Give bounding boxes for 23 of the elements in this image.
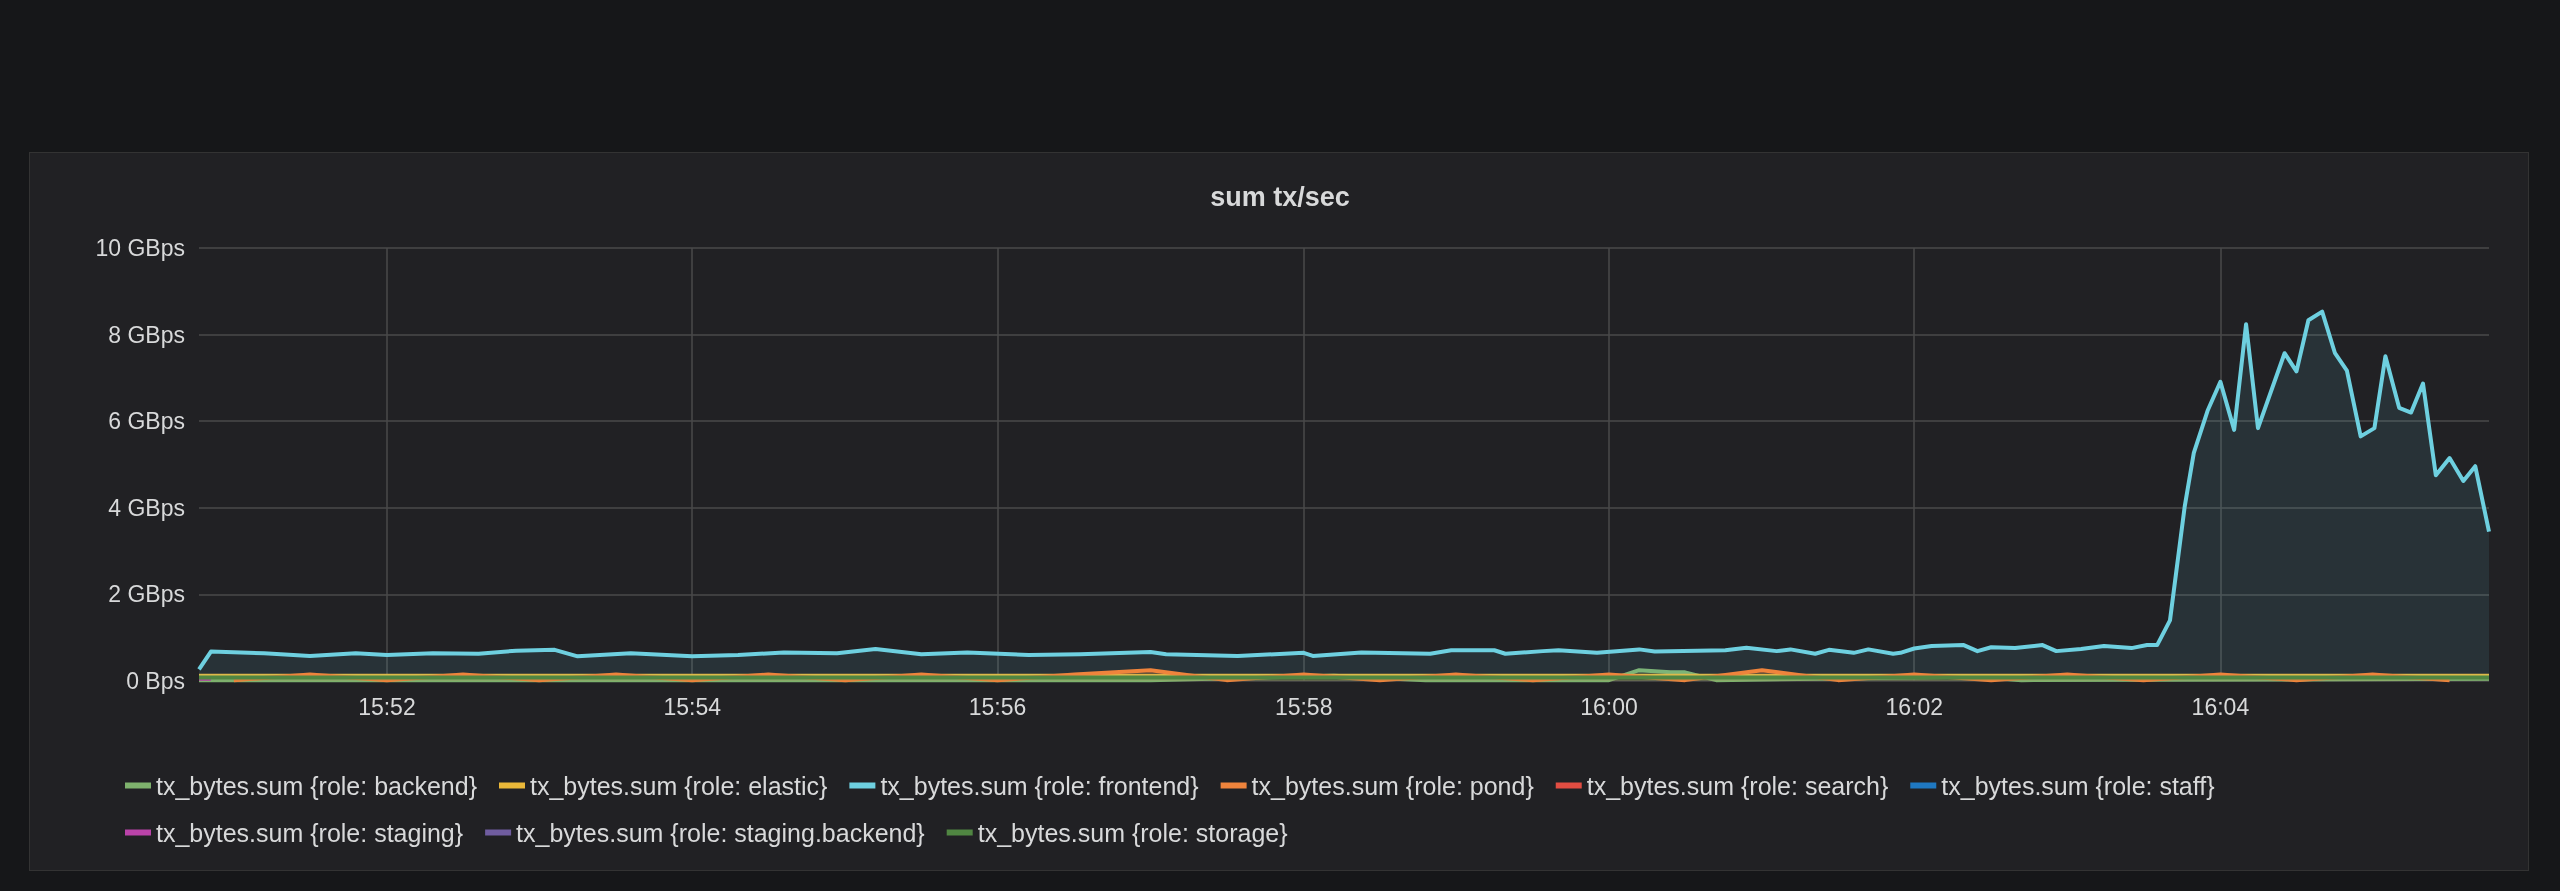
legend-label: tx_bytes.sum {role: pond}	[1251, 771, 1534, 800]
x-tick-label: 15:54	[663, 693, 722, 720]
x-tick-label: 15:58	[1274, 693, 1333, 720]
y-tick-label: 6 GBps	[108, 408, 185, 435]
legend-label: tx_bytes.sum {role: staging.backend}	[516, 818, 925, 847]
legend-label: tx_bytes.sum {role: backend}	[156, 771, 478, 800]
x-tick-label: 15:56	[968, 693, 1027, 720]
legend-label: tx_bytes.sum {role: storage}	[977, 818, 1288, 847]
y-tick-label: 8 GBps	[108, 321, 185, 348]
y-tick-label: 4 GBps	[108, 494, 185, 521]
x-tick-label: 16:00	[1580, 693, 1638, 720]
x-tick-label: 16:02	[1885, 693, 1943, 720]
x-tick-label: 16:04	[2191, 693, 2250, 720]
legend-label: tx_bytes.sum {role: search}	[1586, 771, 1889, 800]
y-tick-label: 10 GBps	[95, 235, 185, 261]
x-tick-label: 15:52	[358, 693, 416, 720]
legend-label: tx_bytes.sum {role: frontend}	[880, 771, 1199, 800]
chart-title: sum tx/sec	[1210, 181, 1350, 212]
y-tick-label: 2 GBps	[108, 581, 185, 608]
y-tick-label: 0 Bps	[126, 668, 185, 694]
legend-label: tx_bytes.sum {role: staff}	[1941, 771, 2215, 800]
legend-label: tx_bytes.sum {role: staging}	[156, 818, 464, 847]
legend-label: tx_bytes.sum {role: elastic}	[530, 771, 828, 800]
